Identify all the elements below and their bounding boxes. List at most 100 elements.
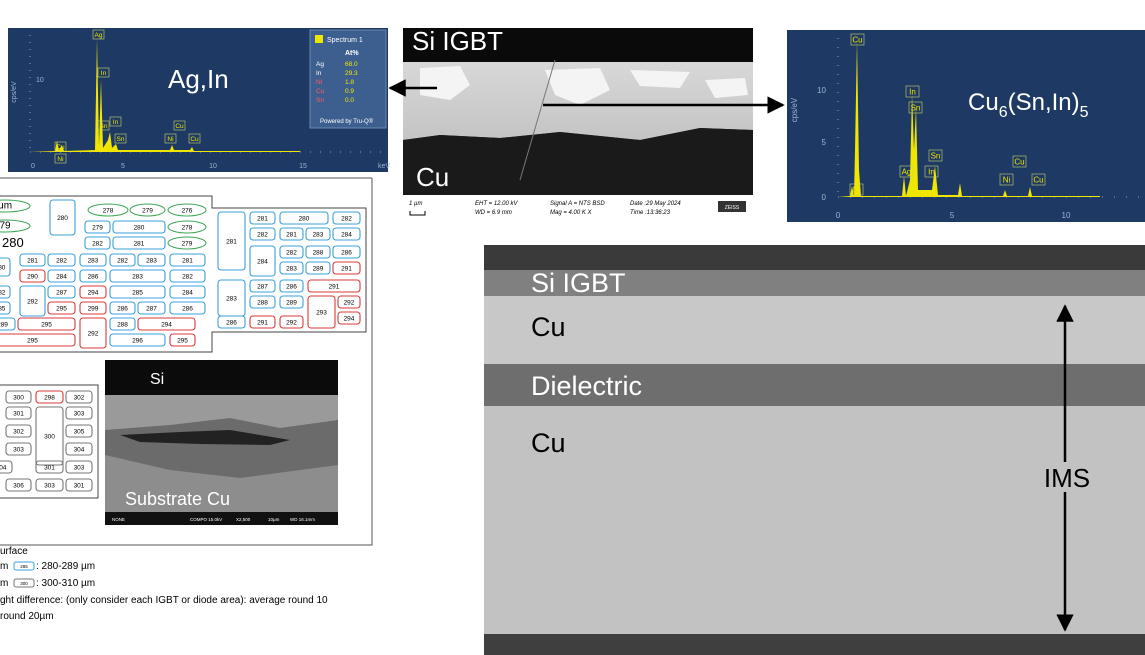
map-label: 286 <box>88 273 99 280</box>
map-label: 292 <box>344 299 355 306</box>
map-label: 290 <box>27 273 38 280</box>
peak-label: In <box>928 168 935 177</box>
legend-element: Sn <box>316 97 324 104</box>
legend-swatch <box>315 35 323 43</box>
map-label: 288 <box>117 321 128 328</box>
y-tick-label: 5 <box>822 138 827 147</box>
x-tick-label: 10 <box>209 163 217 170</box>
layer-label: Dielectric <box>531 371 642 401</box>
map-label: 281 <box>257 215 268 222</box>
inset-label: Substrate Cu <box>125 489 230 509</box>
sem-info: Mag = 4.00 K X <box>550 210 593 216</box>
note-box-label: 285 <box>20 564 28 569</box>
legend-footer: Powered by Tru-Q® <box>320 118 374 125</box>
map-label: 281 <box>134 240 145 247</box>
sem-info: EHT = 12.00 kV <box>475 201 519 207</box>
map-label: 300 <box>13 394 24 401</box>
map-label: 279 <box>182 240 193 247</box>
map-label: 295 <box>41 321 52 328</box>
map-label: 303 <box>74 464 85 471</box>
map-label: 302 <box>13 428 24 435</box>
sem-label: Cu <box>416 162 449 192</box>
map-label: 305 <box>74 428 85 435</box>
legend-element: Ag <box>316 61 324 68</box>
eds-right: Cu6(Sn,In)5 cps/eV 10 5 0 <box>787 30 1145 222</box>
map-label: 281 <box>226 238 237 245</box>
x-unit: keV <box>378 163 390 170</box>
note: ght difference: (only consider each IGBT… <box>0 595 328 606</box>
peak-label: In <box>101 70 107 77</box>
sem-info: Date :29 May 2024 <box>630 201 681 207</box>
map-label: 306 <box>13 482 24 489</box>
legend-element: In <box>316 70 322 77</box>
map-label: 278 <box>182 224 193 231</box>
map-label: 292 <box>27 298 38 305</box>
map-label: 280 <box>2 235 24 250</box>
note: m <box>0 578 8 589</box>
map-label: 284 <box>257 258 268 265</box>
peak-label: Ni <box>1003 176 1011 185</box>
map-label: 276 <box>182 207 193 214</box>
layer-cu <box>484 296 1145 364</box>
sem-info: Signal A = NTS BSD <box>550 201 605 207</box>
inset-info: NONE <box>112 517 125 522</box>
page: Spectrum 1 At% Powered by Tru-Q® Ag,In c… <box>0 0 1145 655</box>
map-label: 283 <box>88 257 99 264</box>
ims-label: IMS <box>1044 463 1090 493</box>
legend-element: Ni <box>316 79 322 86</box>
map-label: 300 <box>44 433 55 440</box>
note: : 280-289 µm <box>36 561 95 572</box>
peak-label: Sn <box>117 136 125 143</box>
map-label: 292 <box>88 330 99 337</box>
map-label: 281 <box>27 257 38 264</box>
title-part: (Sn,In) <box>1008 89 1080 116</box>
map-label: 280 <box>0 264 6 271</box>
map-label: 283 <box>132 273 143 280</box>
peak-label: Ni <box>167 136 173 143</box>
map-label: 288 <box>257 299 268 306</box>
map-label: 287 <box>146 305 157 312</box>
map-label: 291 <box>341 265 352 272</box>
peak-label: Cu <box>852 36 862 45</box>
map-label: 301 <box>74 482 85 489</box>
x-tick-label: 0 <box>31 163 35 170</box>
map-label: 286 <box>341 249 352 256</box>
map-label: 292 <box>286 319 297 326</box>
inset-info: WD 16.1mm <box>290 517 315 522</box>
map-label: 79 <box>0 220 11 231</box>
layer-label: Si IGBT <box>531 268 626 298</box>
map-label: 285 <box>132 289 143 296</box>
peak-label: Ni <box>853 186 861 195</box>
peak-label: Ag <box>95 32 103 39</box>
map-label: 282 <box>286 249 297 256</box>
map-label: 279 <box>92 224 103 231</box>
legend-title: Spectrum 1 <box>327 37 363 44</box>
map-label: 295 <box>56 305 67 312</box>
inset-si <box>105 360 338 395</box>
title-part: Cu <box>968 89 999 116</box>
sem-cu-region <box>403 128 753 195</box>
layer-bottom <box>484 634 1145 655</box>
legend-value: 0.0 <box>345 97 354 104</box>
map-label: 302 <box>74 394 85 401</box>
map-label: 282 <box>0 289 6 296</box>
map-label: 289 <box>286 299 297 306</box>
map-label: μm <box>0 200 12 211</box>
map-label: 284 <box>341 231 352 238</box>
scale-bar-label: 1 µm <box>409 201 422 207</box>
map-label: 281 <box>182 257 193 264</box>
peak-label: Sn <box>100 123 108 130</box>
map-label: 295 <box>177 337 188 344</box>
map-label: 282 <box>182 273 193 280</box>
map-label: 284 <box>56 273 67 280</box>
peak-label: Cu <box>190 136 199 143</box>
peak-label: Cu <box>175 123 184 130</box>
inset-info: 10μm <box>268 517 280 522</box>
peak-label: Cu <box>56 144 65 151</box>
note: : 300-310 µm <box>36 578 95 589</box>
layer-cu <box>484 406 1145 634</box>
map-label: 303 <box>74 410 85 417</box>
inset-label: Si <box>150 371 164 388</box>
map-label: 304 <box>74 446 85 453</box>
sem-label: Si IGBT <box>412 26 503 56</box>
